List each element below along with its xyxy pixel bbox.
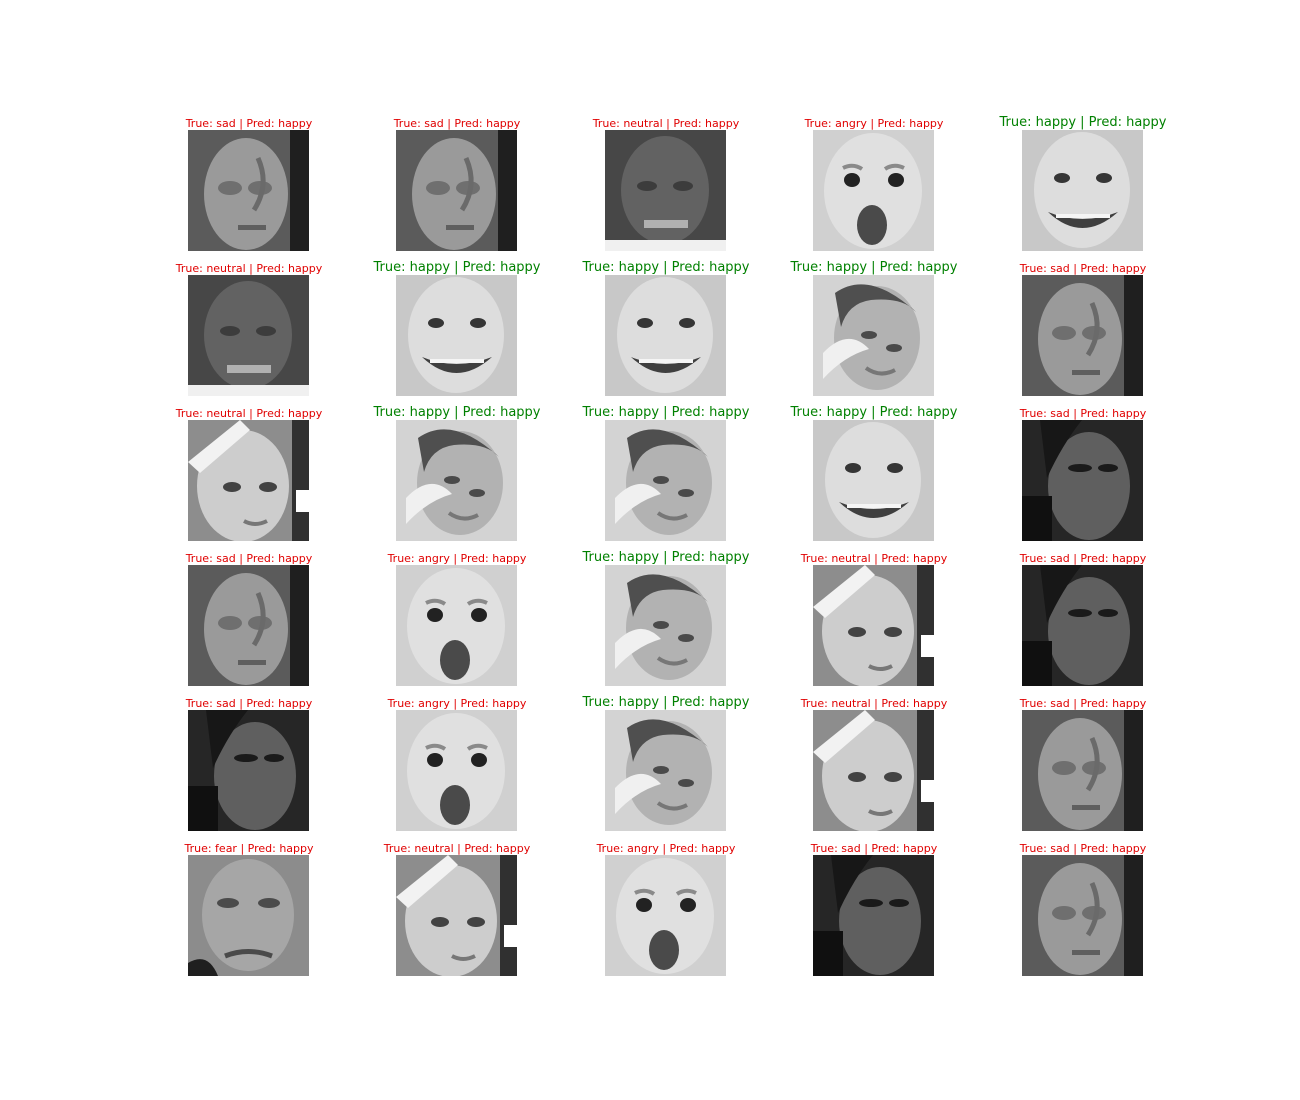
face-image	[1022, 420, 1143, 541]
face-image	[813, 855, 934, 976]
prediction-cell: True: happy | Pred: happy	[566, 404, 766, 544]
prediction-label: True: sad | Pred: happy	[393, 117, 521, 130]
prediction-cell: True: fear | Pred: happy	[149, 839, 349, 979]
prediction-cell: True: sad | Pred: happy	[149, 549, 349, 689]
prediction-label: True: neutral | Pred: happy	[383, 842, 531, 855]
prediction-label: True: sad | Pred: happy	[1019, 552, 1147, 565]
prediction-cell: True: sad | Pred: happy	[983, 694, 1183, 834]
prediction-label: True: happy | Pred: happy	[582, 405, 750, 420]
face-image	[605, 855, 726, 976]
face-image	[813, 130, 934, 251]
prediction-cell: True: neutral | Pred: happy	[774, 694, 974, 834]
prediction-cell: True: neutral | Pred: happy	[566, 114, 766, 254]
prediction-cell: True: happy | Pred: happy	[566, 549, 766, 689]
face-image	[605, 275, 726, 396]
prediction-cell: True: sad | Pred: happy	[149, 694, 349, 834]
face-image	[1022, 710, 1143, 831]
face-image	[813, 710, 934, 831]
face-image	[605, 565, 726, 686]
prediction-cell: True: happy | Pred: happy	[566, 259, 766, 399]
prediction-label: True: neutral | Pred: happy	[800, 697, 948, 710]
prediction-label: True: sad | Pred: happy	[185, 697, 313, 710]
prediction-label: True: neutral | Pred: happy	[592, 117, 740, 130]
prediction-label: True: sad | Pred: happy	[1019, 407, 1147, 420]
face-image	[396, 710, 517, 831]
prediction-label: True: neutral | Pred: happy	[800, 552, 948, 565]
prediction-cell: True: happy | Pred: happy	[774, 259, 974, 399]
face-image	[188, 275, 309, 396]
prediction-cell: True: sad | Pred: happy	[774, 839, 974, 979]
prediction-label: True: angry | Pred: happy	[596, 842, 736, 855]
prediction-cell: True: sad | Pred: happy	[983, 259, 1183, 399]
prediction-label: True: sad | Pred: happy	[1019, 697, 1147, 710]
prediction-cell: True: angry | Pred: happy	[774, 114, 974, 254]
prediction-label: True: sad | Pred: happy	[1019, 842, 1147, 855]
prediction-cell: True: happy | Pred: happy	[983, 114, 1183, 254]
face-image	[605, 710, 726, 831]
prediction-cell: True: angry | Pred: happy	[566, 839, 766, 979]
prediction-label: True: happy | Pred: happy	[790, 405, 958, 420]
prediction-cell: True: neutral | Pred: happy	[149, 259, 349, 399]
prediction-cell: True: neutral | Pred: happy	[774, 549, 974, 689]
face-image	[396, 130, 517, 251]
prediction-cell: True: sad | Pred: happy	[983, 839, 1183, 979]
face-image	[396, 420, 517, 541]
prediction-label: True: neutral | Pred: happy	[175, 262, 323, 275]
face-image	[1022, 275, 1143, 396]
prediction-cell: True: happy | Pred: happy	[566, 694, 766, 834]
prediction-label: True: happy | Pred: happy	[582, 695, 750, 710]
prediction-label: True: sad | Pred: happy	[1019, 262, 1147, 275]
prediction-label: True: sad | Pred: happy	[185, 117, 313, 130]
prediction-cell: True: sad | Pred: happy	[357, 114, 557, 254]
prediction-cell: True: angry | Pred: happy	[357, 694, 557, 834]
face-image	[1022, 855, 1143, 976]
prediction-cell: True: sad | Pred: happy	[983, 404, 1183, 544]
prediction-label: True: fear | Pred: happy	[184, 842, 314, 855]
face-image	[396, 275, 517, 396]
face-image	[396, 855, 517, 976]
prediction-cell: True: happy | Pred: happy	[774, 404, 974, 544]
prediction-label: True: happy | Pred: happy	[582, 550, 750, 565]
prediction-label: True: happy | Pred: happy	[582, 260, 750, 275]
face-image	[188, 130, 309, 251]
face-image	[813, 275, 934, 396]
face-image	[188, 565, 309, 686]
face-image	[188, 420, 309, 541]
face-image	[188, 710, 309, 831]
prediction-cell: True: angry | Pred: happy	[357, 549, 557, 689]
prediction-label: True: neutral | Pred: happy	[175, 407, 323, 420]
prediction-cell: True: neutral | Pred: happy	[357, 839, 557, 979]
prediction-label: True: happy | Pred: happy	[373, 260, 541, 275]
prediction-label: True: angry | Pred: happy	[387, 552, 527, 565]
face-image	[188, 855, 309, 976]
prediction-label: True: angry | Pred: happy	[804, 117, 944, 130]
prediction-cell: True: sad | Pred: happy	[983, 549, 1183, 689]
face-image	[1022, 565, 1143, 686]
prediction-label: True: sad | Pred: happy	[185, 552, 313, 565]
prediction-cell: True: happy | Pred: happy	[357, 404, 557, 544]
prediction-cell: True: neutral | Pred: happy	[149, 404, 349, 544]
face-image	[1022, 130, 1143, 251]
face-image	[605, 130, 726, 251]
prediction-label: True: happy | Pred: happy	[373, 405, 541, 420]
face-image	[605, 420, 726, 541]
prediction-cell: True: happy | Pred: happy	[357, 259, 557, 399]
prediction-label: True: angry | Pred: happy	[387, 697, 527, 710]
prediction-label: True: sad | Pred: happy	[810, 842, 938, 855]
prediction-label: True: happy | Pred: happy	[999, 115, 1167, 130]
prediction-cell: True: sad | Pred: happy	[149, 114, 349, 254]
face-image	[396, 565, 517, 686]
prediction-label: True: happy | Pred: happy	[790, 260, 958, 275]
face-image	[813, 565, 934, 686]
face-image	[813, 420, 934, 541]
